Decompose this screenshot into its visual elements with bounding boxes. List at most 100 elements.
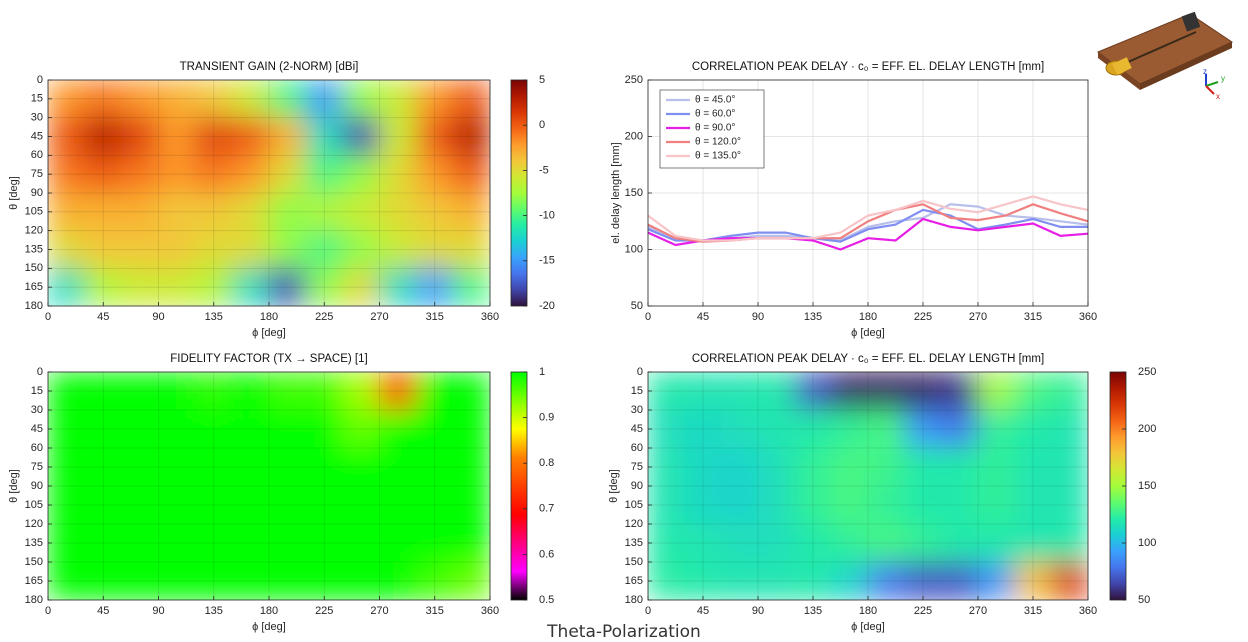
y-tick-label: 250 — [625, 74, 643, 86]
colorbar-tick-label: 150 — [1138, 480, 1156, 492]
y-tick-label: 90 — [31, 480, 43, 492]
x-tick-label: 45 — [97, 311, 109, 323]
y-tick-label: 90 — [631, 480, 643, 492]
x-tick-label: 45 — [97, 605, 109, 617]
y-tick-label: 120 — [25, 518, 43, 530]
x-tick-label: 45 — [697, 311, 709, 323]
x-axis-label: ϕ [deg] — [851, 327, 885, 339]
x-tick-label: 0 — [45, 605, 51, 617]
x-tick-label: 315 — [426, 311, 444, 323]
y-tick-label: 75 — [631, 461, 643, 473]
colorbar-tick-label: -15 — [539, 255, 555, 267]
x-tick-label: 90 — [152, 605, 164, 617]
x-tick-label: 135 — [804, 311, 822, 323]
x-tick-label: 270 — [370, 605, 388, 617]
colorbar-tick-label: 5 — [539, 74, 545, 86]
y-tick-label: 180 — [625, 594, 643, 606]
y-tick-label: 100 — [625, 243, 643, 255]
colorbar-tick-label: 0 — [539, 119, 545, 131]
y-tick-label: 45 — [631, 423, 643, 435]
y-tick-label: 135 — [25, 243, 43, 255]
legend-label: θ = 45.0° — [695, 95, 735, 106]
colorbar-tick-label: 250 — [1138, 366, 1156, 378]
colorbar-tick-label: 100 — [1138, 537, 1156, 549]
colorbar-tick-label: 0.6 — [539, 548, 554, 560]
colorbar-tick-label: 0.7 — [539, 503, 554, 515]
y-tick-label: 105 — [625, 499, 643, 511]
x-tick-label: 360 — [1079, 311, 1097, 323]
y-tick-label: 150 — [625, 187, 643, 199]
y-tick-label: 0 — [37, 74, 43, 86]
y-tick-label: 0 — [37, 366, 43, 378]
x-tick-label: 0 — [645, 605, 651, 617]
x-tick-label: 180 — [859, 605, 877, 617]
y-tick-label: 45 — [31, 423, 43, 435]
colorbar-tick-label: 0.5 — [539, 594, 554, 606]
y-tick-label: 75 — [31, 168, 43, 180]
inset-axis-label: z — [1203, 67, 1207, 76]
x-tick-label: 180 — [260, 311, 278, 323]
y-tick-label: 50 — [631, 300, 643, 312]
colorbar-tick-label: 0.9 — [539, 412, 554, 424]
caption: Theta-Polarization — [546, 622, 701, 642]
y-tick-label: 150 — [25, 556, 43, 568]
chart-title: CORRELATION PEAK DELAY · c₀ = EFF. EL. D… — [692, 61, 1044, 73]
x-tick-label: 315 — [1024, 311, 1042, 323]
chart-title: FIDELITY FACTOR (TX → SPACE) [1] — [170, 353, 367, 365]
colorbar-tick-label: 200 — [1138, 423, 1156, 435]
x-tick-label: 225 — [315, 605, 333, 617]
x-tick-label: 225 — [914, 311, 932, 323]
x-tick-label: 0 — [645, 311, 651, 323]
x-tick-label: 90 — [752, 605, 764, 617]
legend-label: θ = 135.0° — [695, 151, 741, 162]
y-tick-label: 60 — [631, 442, 643, 454]
y-tick-label: 105 — [25, 499, 43, 511]
x-tick-label: 360 — [481, 605, 499, 617]
chart-title: CORRELATION PEAK DELAY · c₀ = EFF. EL. D… — [692, 353, 1044, 365]
x-tick-label: 180 — [260, 605, 278, 617]
y-tick-label: 15 — [31, 385, 43, 397]
y-tick-label: 60 — [31, 442, 43, 454]
x-tick-label: 270 — [969, 605, 987, 617]
colorbar-tick-label: -5 — [539, 164, 549, 176]
y-axis-label: θ [deg] — [608, 469, 620, 503]
y-tick-label: 15 — [31, 93, 43, 105]
x-tick-label: 90 — [152, 311, 164, 323]
colorbar-tick-label: 50 — [1138, 594, 1150, 606]
legend-label: θ = 120.0° — [695, 137, 741, 148]
x-tick-label: 45 — [697, 605, 709, 617]
x-axis-label: ϕ [deg] — [851, 621, 885, 633]
x-tick-label: 225 — [914, 605, 932, 617]
y-tick-label: 15 — [631, 385, 643, 397]
antenna-inset: z y x — [1098, 12, 1232, 101]
x-axis-label: ϕ [deg] — [252, 621, 286, 633]
y-tick-label: 165 — [25, 575, 43, 587]
x-tick-label: 225 — [315, 311, 333, 323]
x-tick-label: 270 — [370, 311, 388, 323]
legend-label: θ = 90.0° — [695, 123, 735, 134]
y-tick-label: 60 — [31, 149, 43, 161]
x-tick-label: 90 — [752, 311, 764, 323]
y-tick-label: 30 — [31, 112, 43, 124]
colorbar-tick-label: 0.8 — [539, 457, 554, 469]
x-tick-label: 135 — [804, 605, 822, 617]
y-tick-label: 150 — [625, 556, 643, 568]
x-tick-label: 360 — [1079, 605, 1097, 617]
y-tick-label: 135 — [25, 537, 43, 549]
chart-title: TRANSIENT GAIN (2-NORM) [dBi] — [180, 61, 359, 73]
y-tick-label: 165 — [625, 575, 643, 587]
colorbar-tick-label: -10 — [539, 210, 555, 222]
y-tick-label: 75 — [31, 461, 43, 473]
colorbar-tick-label: 1 — [539, 366, 545, 378]
x-tick-label: 315 — [1024, 605, 1042, 617]
y-tick-label: 105 — [25, 206, 43, 218]
x-tick-label: 360 — [481, 311, 499, 323]
y-tick-label: 45 — [31, 130, 43, 142]
y-tick-label: 200 — [625, 130, 643, 142]
x-tick-label: 270 — [969, 311, 987, 323]
y-tick-label: 150 — [25, 262, 43, 274]
y-tick-label: 135 — [625, 537, 643, 549]
colorbar — [511, 80, 527, 306]
y-tick-label: 30 — [631, 404, 643, 416]
y-tick-label: 165 — [25, 281, 43, 293]
